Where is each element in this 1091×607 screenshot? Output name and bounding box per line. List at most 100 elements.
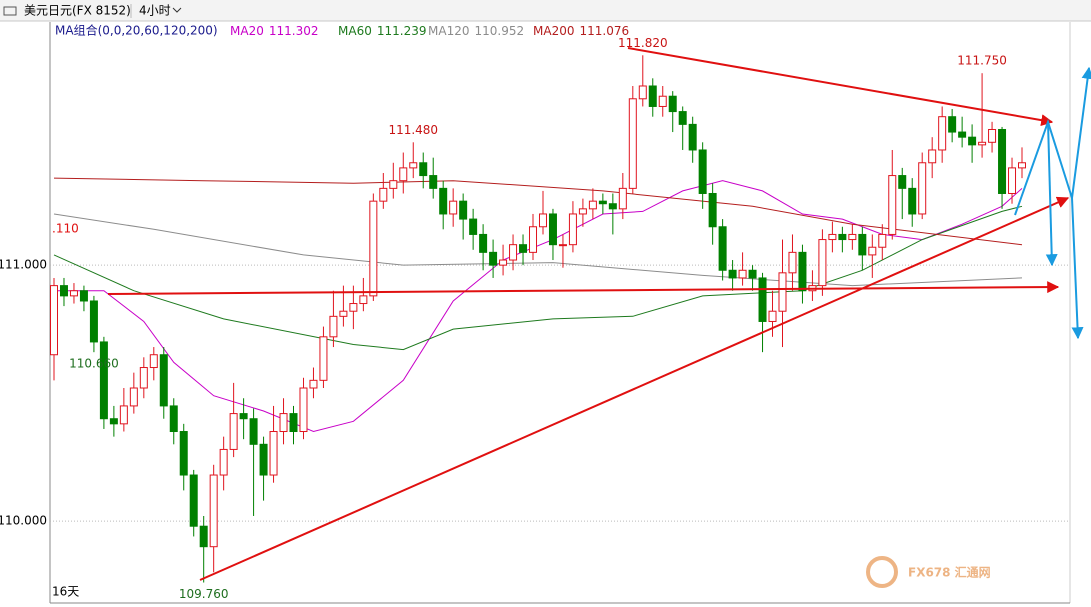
candle-body — [309, 379, 318, 389]
candle-body — [249, 418, 258, 445]
candle-body — [419, 162, 428, 177]
candle-body — [339, 310, 348, 317]
price-tag: .110 — [52, 222, 79, 236]
candle-body — [798, 251, 807, 292]
trend-line — [107, 281, 1060, 295]
candle-body — [459, 200, 468, 220]
candle-body — [898, 175, 907, 189]
extreme-label: 111.750 — [957, 54, 1007, 68]
candle-body — [558, 244, 567, 247]
plot: 111.000 110.000 111.820 111.480 111.750 110.6… — [0, 36, 1070, 601]
watermark: FX678 汇通网 — [866, 556, 991, 588]
candle-body — [908, 187, 917, 215]
ma-line — [53, 177, 1023, 246]
candle-body — [229, 413, 238, 450]
watermark-logo — [866, 556, 898, 588]
candle-body — [838, 233, 847, 241]
candle-body — [928, 149, 937, 164]
candle-body — [678, 111, 687, 125]
extreme-label: 109.760 — [179, 587, 229, 601]
legend-entry[interactable]: MA20 111.302 — [230, 24, 318, 38]
ma-group[interactable]: MA组合(0,0,20,60,120,200) — [55, 23, 218, 38]
candle-body — [778, 272, 787, 312]
candle-body — [429, 175, 438, 189]
legend-value: 111.239 — [377, 24, 427, 38]
candle-body — [768, 310, 777, 322]
candle-body — [688, 123, 697, 151]
candle-body — [489, 251, 498, 266]
candle-body — [199, 525, 208, 548]
candle-body — [738, 269, 747, 279]
candle-body — [159, 354, 168, 407]
extreme-label: 111.820 — [618, 36, 668, 50]
candle-body — [299, 387, 308, 433]
legend-value: 110.952 — [474, 24, 524, 38]
period[interactable]: 4小时 — [139, 4, 171, 18]
trend-lines — [107, 47, 1091, 581]
legend-entry[interactable]: MA60 111.239 — [338, 24, 426, 38]
candle-body — [918, 162, 927, 215]
period-dropdown[interactable] — [172, 7, 182, 13]
candle-body — [529, 226, 538, 253]
candle-body — [149, 354, 158, 369]
y-tick-label: 110.000 — [0, 514, 47, 528]
candle-body — [548, 213, 557, 246]
candle-body — [239, 413, 248, 420]
candle-body — [578, 208, 587, 215]
legend-entry[interactable]: MA200 111.076 — [533, 24, 629, 38]
y-tick-label: 111.000 — [0, 258, 47, 272]
candle-body — [658, 95, 667, 107]
ma-line — [53, 205, 1023, 351]
ma-line — [53, 213, 1023, 287]
candle-body — [69, 290, 78, 297]
legend-entry[interactable]: MA120 110.952 — [428, 24, 524, 38]
candle-body — [369, 200, 378, 297]
candle-body — [968, 136, 977, 146]
candle-body — [998, 128, 1007, 194]
candle-body — [608, 203, 617, 210]
candle-body — [1008, 167, 1017, 194]
candle-body — [728, 269, 737, 279]
candle-body — [758, 277, 767, 322]
forecast-path — [1045, 121, 1058, 267]
candle-body — [978, 141, 987, 146]
candle-body — [519, 244, 528, 253]
candle-body — [509, 244, 518, 261]
candle-body — [89, 300, 98, 343]
candle-body — [189, 474, 198, 527]
candle-body — [628, 98, 637, 189]
legend-name: MA20 — [230, 24, 264, 38]
forecast-path — [1014, 66, 1091, 216]
trend-line — [199, 196, 1070, 581]
menu-icon[interactable] — [3, 6, 17, 16]
candle-body — [329, 315, 338, 338]
candle-body — [349, 303, 358, 312]
candle-body — [818, 239, 827, 287]
candle-body — [59, 285, 68, 297]
candle-body — [598, 200, 607, 205]
candle-body — [958, 131, 967, 138]
candle-body — [269, 431, 278, 476]
candle-body — [439, 187, 448, 215]
toolbar — [0, 0, 1091, 21]
candle-body — [219, 448, 228, 476]
candle-body — [718, 226, 727, 271]
symbol[interactable]: 美元日元(FX 8152) — [24, 4, 131, 18]
candle-body — [79, 290, 88, 302]
candle-body — [479, 233, 488, 253]
candle-body — [499, 259, 508, 266]
legend-name: MA60 — [338, 24, 372, 38]
candle-body — [848, 233, 857, 241]
candle-body — [888, 175, 897, 235]
candle-body — [1018, 162, 1026, 169]
candle-body — [389, 180, 398, 189]
candle-body — [878, 233, 887, 248]
watermark-text: FX678 汇通网 — [908, 565, 991, 580]
candle-body — [648, 85, 657, 107]
candle-body — [748, 269, 757, 279]
ma-line — [54, 180, 1023, 433]
candle-body — [139, 367, 148, 389]
